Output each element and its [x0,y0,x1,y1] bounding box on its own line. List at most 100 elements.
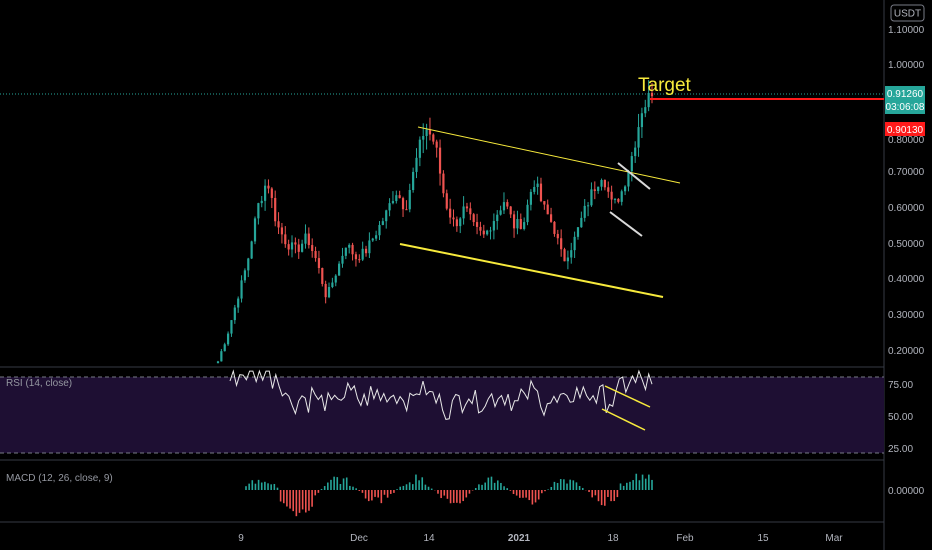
candle [415,148,418,179]
candle [405,200,408,211]
candle [381,217,384,226]
candle [408,183,411,213]
candle-body [341,255,344,264]
candle [401,196,405,217]
macd-bar [257,479,260,490]
macd-bar [456,490,458,503]
candle [462,196,465,225]
candle-body [408,189,411,210]
candle-body [613,198,617,200]
candle [358,254,361,263]
candle-body [284,234,287,245]
macd-bar [412,484,414,490]
candle [523,217,526,231]
candle [327,282,331,299]
rsi-series [229,369,653,420]
candle [270,187,273,209]
macd-bar [528,490,531,501]
macd-bar [474,487,477,490]
upper-trendline[interactable] [417,126,681,184]
flag-lower-line[interactable] [609,211,643,237]
candle-body [344,247,347,256]
candle-body [301,243,304,252]
macd-bar [525,490,527,498]
candle [354,251,358,267]
rsi-title[interactable]: RSI (14, close) [6,378,72,389]
candle-body [230,320,233,334]
macd-bar [317,490,320,493]
macd-bar [490,476,493,490]
currency-label: USDT [894,9,921,20]
candle [341,247,344,268]
time-axis[interactable]: 9 Dec 14 2021 18 Feb 15 Mar [238,533,843,544]
candle [216,360,220,364]
macd-bar [572,480,575,490]
candle [230,320,233,337]
candle-body [455,219,458,227]
macd-bar [311,490,313,507]
rsi-line [229,369,653,420]
flag-upper-line[interactable] [617,162,651,190]
macd-bar [367,490,370,502]
price-tick: 0.40000 [888,274,925,285]
macd-bar [468,490,471,494]
candle-body [388,203,391,211]
candle [237,296,240,313]
candle-body [321,267,324,284]
rsi-flag-lower[interactable] [601,408,646,431]
candle [506,199,509,210]
macd-bar [386,490,389,498]
candle-body [472,214,475,223]
candle-body [573,236,576,251]
macd-bar [537,490,540,500]
macd-bar [286,490,288,507]
macd-bar [610,490,612,502]
candle-body [519,218,522,229]
macd-bar [449,490,452,504]
macd-bar [440,490,442,499]
candle [317,250,321,274]
target-label: Target [638,75,692,96]
candle [539,177,543,203]
price-axis[interactable]: 1.10000 1.00000 0.80000 0.70000 0.60000 … [888,25,925,357]
candle [536,176,539,195]
candle-body [412,171,415,190]
candle-body [327,287,331,298]
candle-body [610,191,613,200]
macd-bar [648,474,650,490]
candle-body [277,221,280,228]
candle [368,232,371,258]
macd-bar [301,490,304,510]
macd-bar [248,483,250,490]
lower-trendline[interactable] [399,243,664,298]
candle-body [445,193,448,209]
candle [499,205,502,216]
macd-bar [622,485,625,490]
currency-button[interactable] [890,4,925,22]
candle [637,113,640,157]
macd-bar [289,490,291,509]
macd-bar [320,488,323,490]
candle-body [317,258,321,268]
rsi-flag-upper[interactable] [604,385,651,408]
macd-title[interactable]: MACD (12, 26, close, 9) [6,473,113,484]
candle [597,186,600,194]
macd-bar [377,490,379,498]
macd-bar [519,490,521,498]
candle [546,199,549,215]
candle [220,348,223,362]
macd-bar [396,489,398,490]
rsi-tick: 50.00 [888,412,913,423]
candle [371,237,374,242]
macd-bar [342,478,345,490]
macd-bar [295,490,298,517]
candle-body [418,139,421,158]
candle [613,197,617,204]
candle-body [479,226,482,231]
price-tick: 0.60000 [888,203,925,214]
candle [627,169,630,192]
candle-body [583,205,586,218]
price-tick: 0.80000 [888,135,925,146]
candle-body [274,197,277,222]
